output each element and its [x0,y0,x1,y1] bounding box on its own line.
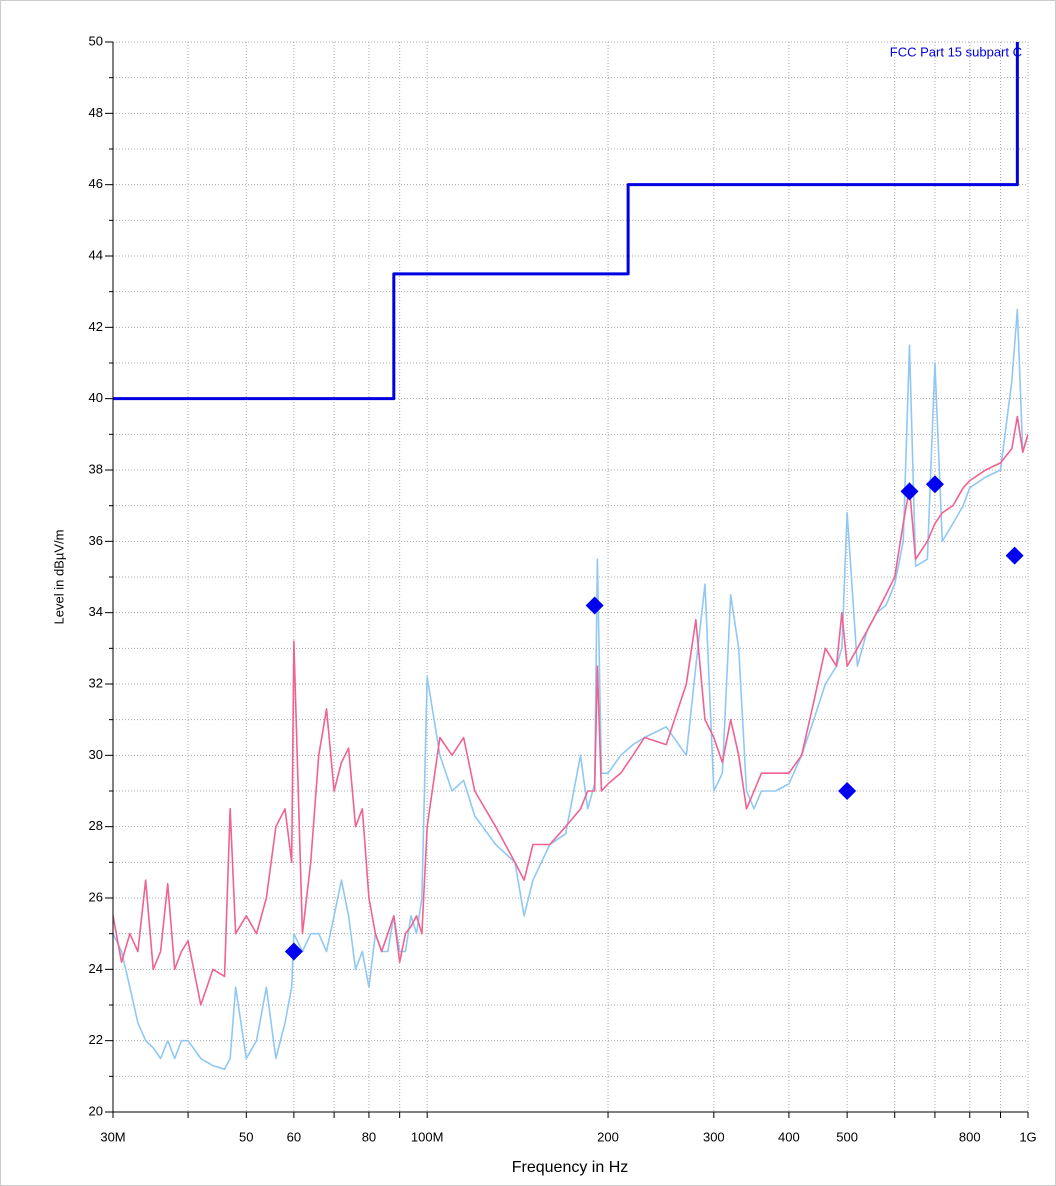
y-axis-label: Level in dBµV/m [51,530,66,625]
x-tick-label: 60 [287,1129,301,1144]
x-tick-label: 500 [836,1129,858,1144]
y-tick-label: 28 [89,818,103,833]
marker [1005,546,1024,565]
series-line [113,42,1019,401]
x-tick-label: 400 [778,1129,800,1144]
y-tick-label: 30 [89,747,103,762]
marker [838,782,857,800]
y-tick-label: 20 [89,1103,103,1118]
y-tick-label: 48 [89,105,103,120]
x-axis-label: Frequency in Hz [512,1159,629,1176]
limit-annotation: FCC Part 15 subpart C [890,44,1022,59]
series-line [113,415,1028,1006]
series-line [113,308,1028,1070]
x-tick-label: 200 [597,1129,619,1144]
y-tick-label: 34 [89,604,103,619]
y-tick-label: 24 [89,961,103,976]
x-tick-label: 30M [100,1129,125,1144]
x-tick-label: 80 [362,1129,376,1144]
y-tick-label: 36 [89,533,103,548]
y-tick-label: 46 [89,176,103,191]
y-tick-label: 38 [89,461,103,476]
x-tick-label: 50 [239,1129,253,1144]
y-tick-label: 40 [89,390,103,405]
x-tick-label: 100M [411,1129,444,1144]
y-tick-label: 44 [89,247,103,262]
x-tick-label: 1G [1019,1129,1036,1144]
y-tick-label: 26 [89,889,103,904]
x-tick-label: 300 [703,1129,725,1144]
y-tick-label: 42 [89,319,103,334]
y-tick-label: 50 [89,33,103,48]
y-tick-label: 22 [89,1032,103,1047]
marker [284,942,303,961]
marker [900,482,919,501]
y-tick-label: 32 [89,675,103,690]
marker [925,475,944,494]
marker [585,596,604,615]
x-tick-label: 800 [959,1129,981,1144]
